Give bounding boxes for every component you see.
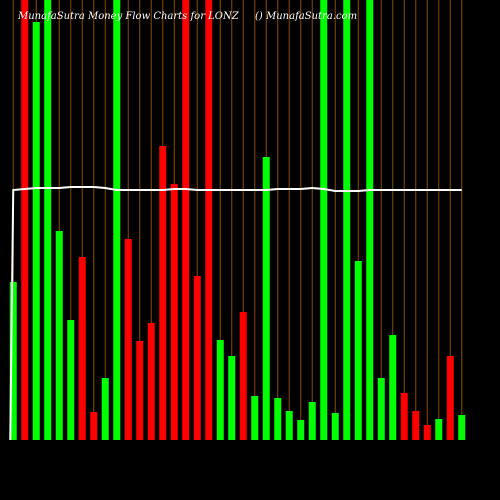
bar [216, 340, 224, 440]
bar [101, 378, 109, 440]
bar [354, 261, 362, 440]
bar [21, 0, 29, 440]
bar [320, 0, 328, 440]
bar [285, 411, 293, 440]
bar [331, 413, 339, 440]
bar [159, 146, 167, 440]
bar [423, 425, 431, 440]
bar [78, 257, 86, 440]
bar [377, 378, 385, 440]
bar [297, 420, 305, 440]
bar [412, 411, 420, 440]
bar [193, 276, 201, 440]
bar [446, 356, 454, 440]
bar [458, 415, 466, 440]
plot-area [9, 0, 466, 441]
bar [389, 335, 397, 440]
bar [205, 0, 213, 440]
bar [90, 412, 98, 440]
bar [182, 0, 190, 440]
bar [435, 419, 443, 440]
bar [55, 231, 63, 440]
bar [113, 0, 121, 440]
chart-subtitle: () MunafaSutra.com [255, 11, 357, 22]
bar [44, 0, 52, 440]
bar [343, 0, 351, 440]
bar [124, 239, 132, 440]
chart-title: MunafaSutra Money Flow Charts for LONZ [17, 11, 240, 22]
bar [67, 320, 75, 440]
bar [239, 312, 247, 440]
bar [308, 402, 316, 440]
trend-line [9, 186, 462, 441]
bar [32, 22, 40, 440]
bar [228, 356, 236, 440]
bar [136, 341, 144, 440]
bar [262, 157, 270, 440]
bar [170, 184, 178, 440]
bar [9, 282, 17, 440]
bar [251, 396, 259, 440]
bar [366, 0, 374, 440]
bar [147, 323, 155, 440]
bar [400, 393, 408, 440]
bar [274, 398, 282, 440]
